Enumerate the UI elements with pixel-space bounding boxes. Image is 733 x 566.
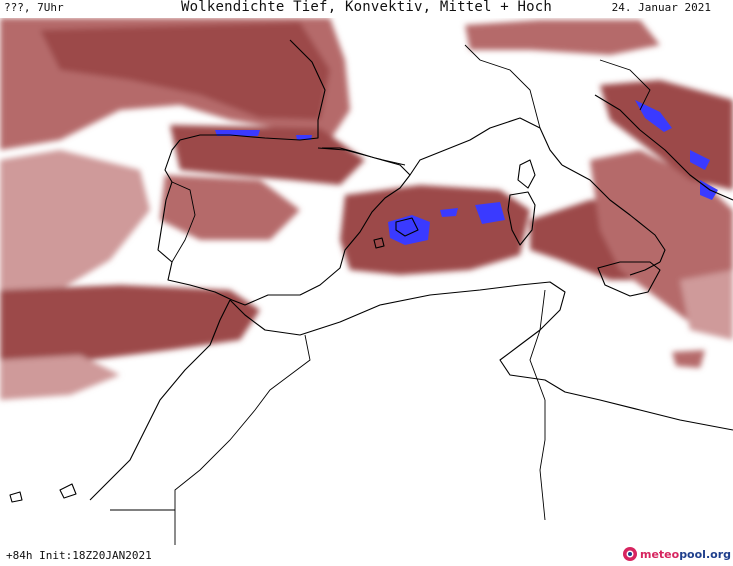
run-info-label: +84h Init:18Z20JAN2021 xyxy=(6,549,152,562)
cloud-area-gibraltar xyxy=(0,285,260,360)
coastline-sicily xyxy=(597,261,661,297)
coastline-iberia xyxy=(157,139,411,306)
coastline-italy-west xyxy=(561,164,666,263)
border-france-italy xyxy=(464,44,541,129)
cloud-area-alps xyxy=(465,20,660,55)
coastline-france-med xyxy=(409,117,563,176)
cloud-area-atlantic-south xyxy=(0,355,120,400)
cloud-layer xyxy=(0,18,733,400)
cloud-area-ionian-patch xyxy=(672,350,705,368)
coastline-italy-east xyxy=(594,94,733,201)
convective-layer xyxy=(215,100,718,245)
map-footer: +84h Init:18Z20JAN2021 meteopool.org xyxy=(0,545,733,566)
coastline-corsica xyxy=(517,159,536,189)
coastline-morocco xyxy=(89,299,231,501)
convective-area-adriatic-south xyxy=(690,150,710,170)
map-title: Wolkendichte Tief, Konvektiv, Mittel + H… xyxy=(181,0,553,15)
cloud-area-ionian xyxy=(680,270,733,340)
cloud-area-atlantic-west xyxy=(0,150,150,300)
coastline-mallorca xyxy=(395,217,419,237)
convective-area-adriatic xyxy=(635,100,672,132)
convective-area-sardinia-west xyxy=(475,202,505,224)
meteopool-logo-text: meteopool.org xyxy=(639,547,731,561)
coastline-north-africa xyxy=(229,281,733,431)
forecast-day-label: ???, 7Uhr xyxy=(4,1,64,14)
cloud-density-map xyxy=(0,18,733,545)
border-algeria-tunisia xyxy=(529,289,546,401)
cloud-area-biscay xyxy=(170,125,365,185)
convective-area-balearic-east xyxy=(440,208,458,217)
coastline-italy-heel xyxy=(629,261,661,276)
meteopool-logo[interactable]: meteopool.org xyxy=(622,546,731,562)
cloud-area-atlantic-north-dark xyxy=(40,22,330,120)
border-france-spain xyxy=(317,147,406,166)
convective-area-balearic xyxy=(388,215,430,245)
cloud-area-iberia-north xyxy=(160,175,300,240)
coastline-ibiza xyxy=(373,237,385,249)
coastline-france-atlantic xyxy=(179,39,326,141)
coastline-sardinia xyxy=(507,191,536,246)
border-morocco-algeria xyxy=(174,334,311,545)
coastline-layer xyxy=(9,39,733,503)
map-header: ???, 7Uhr Wolkendichte Tief, Konvektiv, … xyxy=(0,0,733,18)
border-tunisia-libya xyxy=(539,400,546,521)
border-spain-portugal xyxy=(171,181,196,263)
forecast-date: 24. Januar 2021 xyxy=(611,1,711,14)
border-alps xyxy=(599,59,651,111)
convective-area-ionian xyxy=(700,180,718,200)
coastline-canaries xyxy=(9,483,77,503)
border-layer xyxy=(110,44,651,545)
meteopool-logo-icon xyxy=(622,547,637,561)
